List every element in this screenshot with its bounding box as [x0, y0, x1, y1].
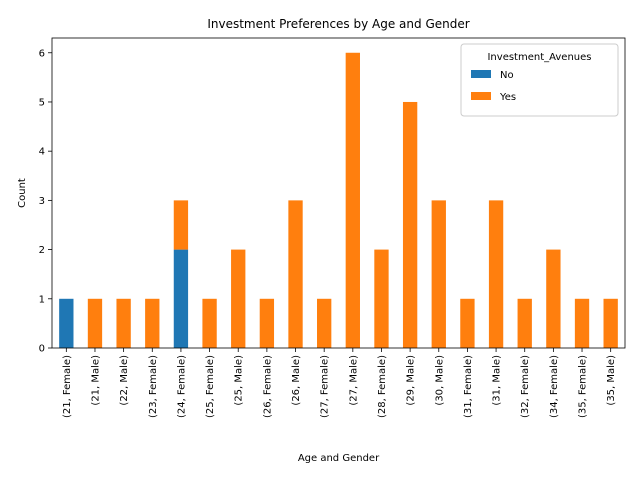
x-tick-label: (23, Female) [148, 355, 159, 418]
bar-yes-12 [402, 101, 418, 348]
legend-items: No Yes [471, 70, 516, 103]
x-tick-label: (31, Female) [463, 355, 474, 418]
x-tick-label: (26, Female) [262, 355, 273, 418]
x-tick-label: (28, Female) [377, 355, 388, 418]
legend: Investment_Avenues No Yes [460, 43, 619, 117]
x-tick-label: (30, Male) [434, 355, 445, 406]
bar-yes-10 [345, 52, 360, 349]
y-tick-label: 6 [39, 48, 45, 59]
bar-yes-18 [574, 298, 590, 348]
bar-yes-19 [603, 298, 618, 348]
bar-yes-7 [259, 298, 275, 348]
bar-yes-17 [546, 249, 561, 348]
x-tick-label: (31, Male) [492, 355, 503, 406]
x-tick-label: (35, Male) [606, 355, 617, 406]
x-axis-label: Age and Gender [298, 453, 380, 464]
legend-title: Investment_Avenues [487, 52, 591, 63]
x-tick-label: (27, Male) [348, 355, 359, 406]
legend-swatch-no [471, 70, 491, 78]
y-tick-label: 5 [39, 97, 45, 108]
x-axis-ticks: (21, Female) (21, Male) (22, Male) (23, Fem… [62, 348, 617, 418]
bar-yes-8 [288, 200, 303, 348]
x-tick-label: (34, Female) [549, 355, 560, 418]
bar-no-4 [173, 249, 189, 348]
x-tick-label: (35, Female) [578, 355, 589, 418]
y-tick-label: 4 [39, 147, 45, 158]
x-tick-label: (29, Male) [406, 355, 417, 406]
y-tick-label: 1 [39, 294, 45, 305]
bar-yes-4 [173, 200, 189, 250]
legend-box [460, 43, 619, 117]
bar-yes-5 [202, 298, 217, 348]
bar-yes-15 [488, 200, 504, 348]
bar-no-0 [59, 298, 74, 348]
bar-yes-11 [374, 249, 389, 348]
x-tick-label: (27, Female) [320, 355, 331, 418]
bar-yes-2 [116, 298, 131, 348]
bar-yes-3 [145, 298, 160, 348]
bar-yes-9 [317, 298, 332, 348]
chart-title: Investment Preferences by Age and Gender [207, 17, 469, 31]
y-axis-label: Count [17, 178, 28, 208]
x-tick-label: (25, Male) [234, 355, 245, 406]
y-tick-label: 0 [39, 344, 45, 355]
y-tick-label: 2 [39, 245, 45, 256]
y-axis-ticks: 0 1 2 3 4 5 6 [39, 48, 52, 355]
bar-yes-1 [87, 298, 103, 348]
x-tick-label: (32, Female) [520, 355, 531, 418]
legend-label-yes: Yes [499, 92, 516, 103]
x-tick-label: (26, Male) [291, 355, 302, 406]
bar-yes-16 [517, 298, 532, 348]
x-tick-label: (25, Female) [205, 355, 216, 418]
x-tick-label: (21, Female) [62, 355, 73, 418]
bars-group [59, 52, 618, 349]
bar-yes-14 [460, 298, 475, 348]
x-tick-label: (21, Male) [90, 355, 101, 406]
legend-label-no: No [500, 70, 514, 81]
bar-yes-6 [231, 249, 246, 348]
y-tick-label: 3 [39, 196, 45, 207]
legend-swatch-yes [471, 92, 491, 100]
x-tick-label: (24, Female) [176, 355, 187, 418]
plot-frame [51, 37, 626, 349]
bar-yes-13 [431, 200, 446, 348]
x-tick-label: (22, Male) [119, 355, 130, 406]
